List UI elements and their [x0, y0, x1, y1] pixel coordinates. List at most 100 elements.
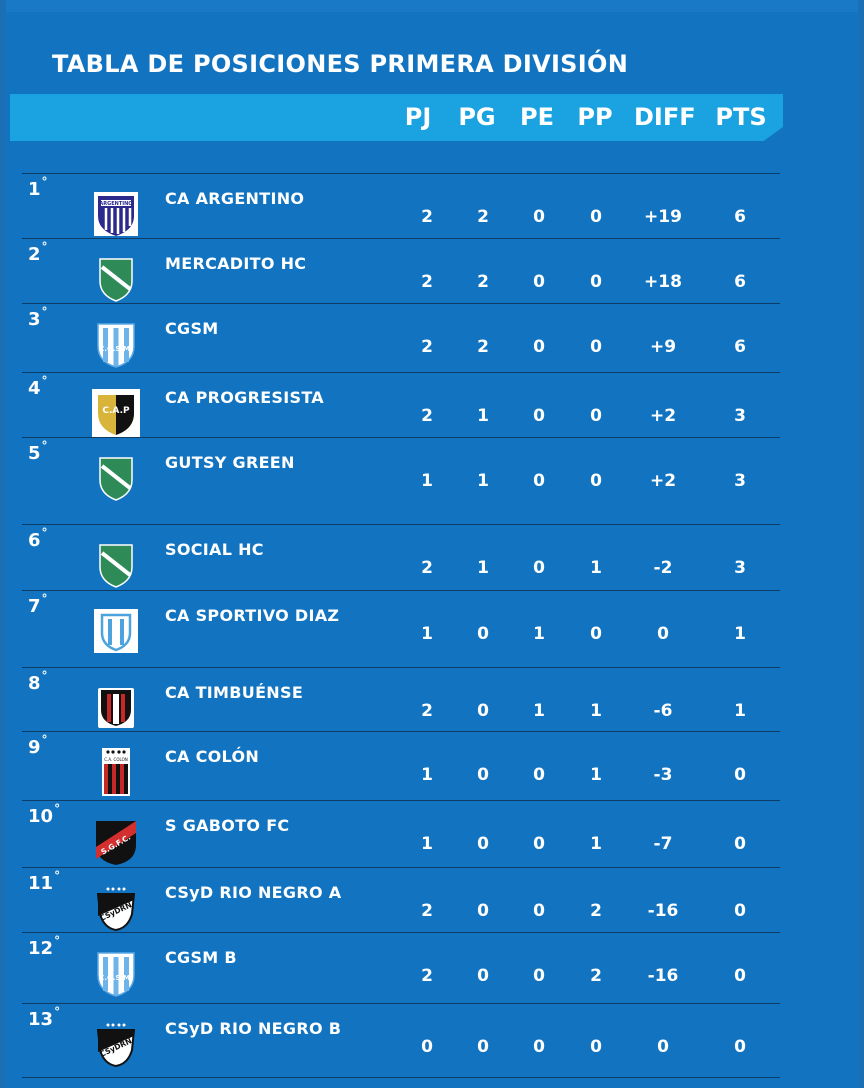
position-value: 4: [28, 378, 41, 399]
position-number: 3°: [28, 305, 48, 330]
cell-pg: 2: [477, 272, 489, 292]
cell-pg: 1: [477, 471, 489, 491]
cell-pg: 0: [477, 765, 489, 785]
green-shield-icon: [92, 454, 140, 506]
team-name: S GABOTO FC: [165, 816, 290, 835]
team-name: CA TIMBUÉNSE: [165, 683, 304, 702]
row-divider: [22, 1077, 780, 1078]
table-header-bar: [10, 94, 783, 141]
cell-diff: -3: [653, 765, 673, 785]
cell-pg: 0: [477, 834, 489, 854]
position-value: 11: [28, 873, 54, 894]
cell-pe: 0: [533, 337, 545, 357]
cell-pts: 6: [734, 272, 746, 292]
colon-shield-icon: C.A. COLON: [92, 748, 140, 800]
cell-pj: 2: [421, 901, 433, 921]
position-number: 4°: [28, 374, 48, 399]
cell-pp: 0: [590, 471, 602, 491]
team-name: CSyD RIO NEGRO B: [165, 1019, 342, 1038]
row-divider: [22, 238, 780, 239]
position-value: 7: [28, 596, 41, 617]
cell-pg: 1: [477, 558, 489, 578]
frame-right: [858, 0, 864, 1088]
degree-mark: °: [54, 802, 61, 816]
cgsm-shield-icon: C.G.S.M.: [92, 949, 140, 1001]
position-number: 13°: [28, 1005, 60, 1030]
cell-pts: 0: [734, 765, 746, 785]
cell-diff: +2: [649, 406, 677, 426]
team-name: CA PROGRESISTA: [165, 388, 324, 407]
row-divider: [22, 1003, 780, 1004]
svg-text:ARGENTINO: ARGENTINO: [99, 201, 132, 207]
cell-pg: 0: [477, 1037, 489, 1057]
cell-pts: 3: [734, 471, 746, 491]
team-name: CA COLÓN: [165, 747, 260, 766]
cell-pts: 0: [734, 901, 746, 921]
position-number: 7°: [28, 592, 48, 617]
header-diff: DIFF: [634, 103, 696, 131]
green-shield-icon: [92, 255, 140, 307]
cell-pe: 0: [533, 471, 545, 491]
position-value: 2: [28, 244, 41, 265]
degree-mark: °: [41, 733, 48, 747]
cell-pp: 2: [590, 966, 602, 986]
svg-text:C.G.S.M.: C.G.S.M.: [99, 345, 133, 353]
position-number: 11°: [28, 869, 60, 894]
position-value: 6: [28, 530, 41, 551]
cell-pj: 2: [421, 337, 433, 357]
cell-pts: 6: [734, 337, 746, 357]
cell-pp: 1: [590, 834, 602, 854]
cell-pts: 3: [734, 406, 746, 426]
cell-pe: 0: [533, 1037, 545, 1057]
header-pp: PP: [577, 103, 613, 131]
cell-pts: 0: [734, 1037, 746, 1057]
position-number: 10°: [28, 802, 61, 827]
svg-text:C.G.S.M.: C.G.S.M.: [99, 974, 133, 982]
cell-pts: 1: [734, 624, 746, 644]
cell-pg: 0: [477, 966, 489, 986]
green-shield-icon: [92, 541, 140, 593]
cell-diff: 0: [657, 1037, 669, 1057]
position-value: 13: [28, 1009, 54, 1030]
team-name: GUTSY GREEN: [165, 453, 295, 472]
degree-mark: °: [41, 240, 48, 254]
cell-diff: -7: [653, 834, 673, 854]
position-number: 5°: [28, 439, 48, 464]
timbuense-shield-icon: [92, 684, 140, 736]
cell-pj: 1: [421, 624, 433, 644]
cell-pp: 0: [590, 1037, 602, 1057]
position-value: 8: [28, 673, 41, 694]
row-divider: [22, 667, 780, 668]
csydrn-shield-icon: CSyDRN: [92, 884, 140, 936]
cell-pj: 1: [421, 471, 433, 491]
cell-diff: +18: [644, 272, 682, 292]
team-name: MERCADITO HC: [165, 254, 307, 273]
cell-pe: 0: [533, 558, 545, 578]
cell-pg: 1: [477, 406, 489, 426]
team-name: CA SPORTIVO DIAZ: [165, 606, 340, 625]
cell-pj: 0: [421, 1037, 433, 1057]
page-title: TABLA DE POSICIONES PRIMERA DIVISIÓN: [52, 50, 629, 78]
cell-diff: 0: [657, 624, 669, 644]
cell-pg: 0: [477, 701, 489, 721]
sportivo-shield-icon: [92, 607, 140, 659]
position-value: 1: [28, 179, 41, 200]
degree-mark: °: [41, 669, 48, 683]
cell-pe: 0: [533, 901, 545, 921]
cell-pp: 1: [590, 701, 602, 721]
position-number: 9°: [28, 733, 48, 758]
team-name: CSyD RIO NEGRO A: [165, 883, 342, 902]
position-number: 8°: [28, 669, 48, 694]
row-divider: [22, 867, 780, 868]
cell-pj: 1: [421, 834, 433, 854]
frame-left: [0, 0, 6, 1088]
cell-pp: 1: [590, 765, 602, 785]
shield-argentino-icon: ARGENTINO: [92, 190, 140, 242]
cell-pe: 0: [533, 765, 545, 785]
frame-top: [0, 0, 864, 12]
position-value: 10: [28, 806, 54, 827]
position-number: 2°: [28, 240, 48, 265]
cell-pts: 1: [734, 701, 746, 721]
position-number: 1°: [28, 175, 48, 200]
cell-pe: 1: [533, 624, 545, 644]
